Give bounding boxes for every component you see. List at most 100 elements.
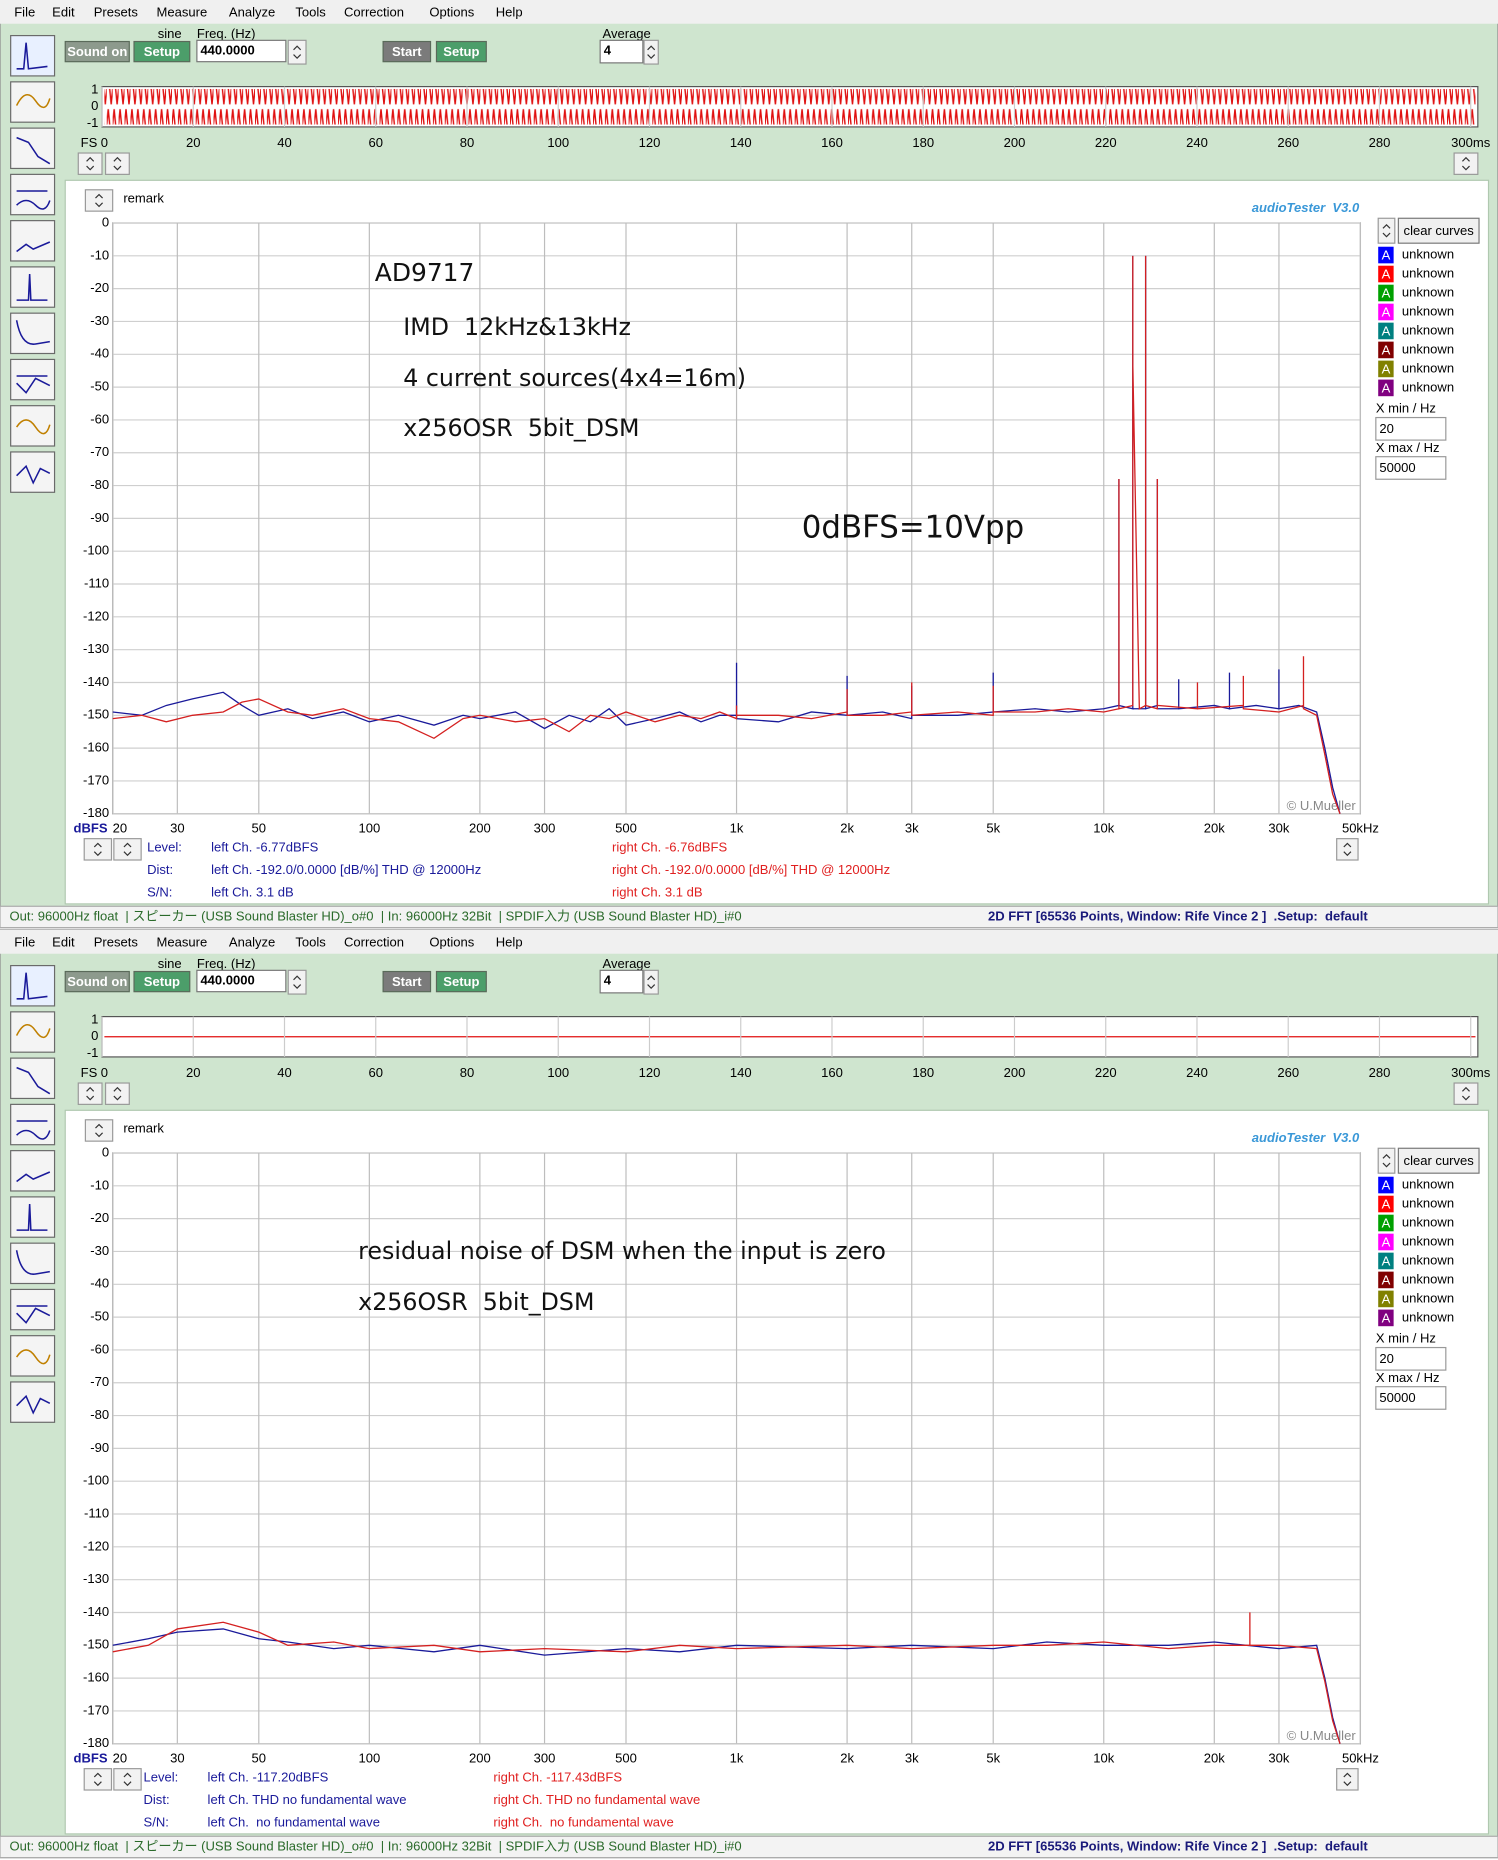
xmin-value[interactable]: 20 (1379, 421, 1393, 436)
tool-icon[interactable] (10, 34, 56, 77)
xmax-input[interactable] (1375, 456, 1447, 480)
button-label[interactable]: Setup (443, 974, 479, 989)
average-value[interactable]: 4 (604, 972, 612, 987)
menu-item[interactable]: Edit (52, 934, 75, 949)
menu-item[interactable]: Tools (295, 934, 326, 949)
spinner[interactable] (104, 1082, 130, 1105)
freq-input[interactable] (196, 39, 287, 63)
button-label[interactable]: Start (392, 44, 422, 59)
average-value[interactable]: 4 (604, 42, 612, 57)
average-input[interactable] (599, 969, 644, 994)
freq-input[interactable] (196, 969, 287, 993)
button[interactable] (435, 970, 487, 993)
xmin-input[interactable] (1375, 1346, 1447, 1371)
legend-swatch[interactable] (1378, 341, 1394, 359)
xmax-value[interactable]: 50000 (1379, 1390, 1415, 1405)
spinner[interactable] (1453, 1082, 1479, 1105)
menu-item[interactable]: Presets (94, 4, 139, 19)
button[interactable] (64, 970, 130, 993)
legend-swatch[interactable] (1378, 1233, 1394, 1251)
button-label[interactable]: Start (392, 974, 422, 989)
spinner[interactable] (1453, 152, 1479, 175)
legend-swatch[interactable] (1378, 1252, 1394, 1270)
average-input[interactable] (599, 39, 644, 64)
clear-curves-button[interactable] (1397, 1147, 1480, 1174)
freq-value[interactable]: 440.0000 (200, 42, 254, 57)
menu-item[interactable]: File (14, 4, 35, 19)
spinner[interactable] (77, 1082, 103, 1105)
legend-swatch[interactable] (1378, 246, 1394, 264)
menu-item[interactable]: Tools (295, 4, 326, 19)
legend-swatch[interactable] (1378, 1214, 1394, 1232)
legend-swatch[interactable] (1378, 284, 1394, 302)
clear-curves-label[interactable]: clear curves (1404, 223, 1475, 238)
menu-item[interactable]: Options (429, 4, 474, 19)
menu-item[interactable]: Help (496, 4, 523, 19)
spinner[interactable] (113, 838, 142, 861)
tool-icon[interactable] (10, 266, 56, 308)
legend-swatch[interactable] (1378, 360, 1394, 378)
menu-item[interactable]: Measure (157, 4, 208, 19)
menu-item[interactable]: Options (429, 934, 474, 949)
legend-swatch[interactable] (1378, 379, 1394, 397)
button-label[interactable]: Setup (144, 44, 180, 59)
tool-icon[interactable] (10, 1150, 56, 1192)
legend-swatch[interactable] (1378, 1176, 1394, 1194)
tool-icon[interactable] (10, 964, 56, 1007)
menu-item[interactable]: Analyze (229, 934, 275, 949)
menu-item[interactable]: Edit (52, 4, 75, 19)
spinner[interactable] (83, 838, 113, 861)
button-label[interactable]: Sound on (67, 44, 127, 59)
button-label[interactable]: Setup (443, 44, 479, 59)
xmin-value[interactable]: 20 (1379, 1351, 1393, 1366)
menu-item[interactable]: Correction (344, 4, 404, 19)
spinner[interactable] (1377, 217, 1396, 244)
tool-icon[interactable] (10, 1196, 56, 1238)
freq-value[interactable]: 440.0000 (200, 972, 254, 987)
menu-item[interactable]: File (14, 934, 35, 949)
legend-swatch[interactable] (1378, 322, 1394, 340)
spinner[interactable] (113, 1768, 142, 1791)
spinner[interactable] (83, 1768, 113, 1791)
button[interactable] (435, 40, 487, 63)
clear-curves-label[interactable]: clear curves (1404, 1153, 1475, 1168)
spinner[interactable] (1377, 1147, 1396, 1174)
spinner[interactable] (104, 152, 130, 175)
legend-swatch[interactable] (1378, 1195, 1394, 1213)
spinner[interactable] (84, 189, 114, 212)
spinner[interactable] (643, 969, 659, 995)
menu-item[interactable]: Analyze (229, 4, 275, 19)
xmin-input[interactable] (1375, 416, 1447, 441)
menu-item[interactable]: Measure (157, 934, 208, 949)
button[interactable] (133, 970, 191, 993)
legend-swatch[interactable] (1378, 1309, 1394, 1327)
tool-icon[interactable] (10, 173, 56, 216)
spinner[interactable] (84, 1119, 114, 1142)
spinner[interactable] (643, 39, 659, 65)
spinner[interactable] (287, 969, 307, 995)
legend-swatch[interactable] (1378, 265, 1394, 283)
button[interactable] (382, 970, 432, 993)
button[interactable] (382, 40, 432, 63)
legend-swatch[interactable] (1378, 1271, 1394, 1289)
button-label[interactable]: Setup (144, 974, 180, 989)
button[interactable] (64, 40, 130, 63)
tool-icon[interactable] (10, 312, 56, 355)
xmax-input[interactable] (1375, 1386, 1447, 1410)
menu-item[interactable]: Presets (94, 934, 139, 949)
menu-item[interactable]: Help (496, 934, 523, 949)
tool-icon[interactable] (10, 1103, 56, 1146)
xmax-value[interactable]: 50000 (1379, 460, 1415, 475)
clear-curves-button[interactable] (1397, 217, 1480, 244)
tool-icon[interactable] (10, 1242, 56, 1285)
spinner[interactable] (1336, 838, 1359, 861)
tool-icon[interactable] (10, 220, 56, 262)
tool-icon[interactable] (10, 1288, 56, 1331)
button-label[interactable]: Sound on (67, 974, 127, 989)
tool-icon[interactable] (10, 358, 56, 401)
legend-swatch[interactable] (1378, 1290, 1394, 1308)
spinner[interactable] (287, 39, 307, 65)
spinner[interactable] (77, 152, 103, 175)
menu-item[interactable]: Correction (344, 934, 404, 949)
spinner[interactable] (1336, 1768, 1359, 1791)
